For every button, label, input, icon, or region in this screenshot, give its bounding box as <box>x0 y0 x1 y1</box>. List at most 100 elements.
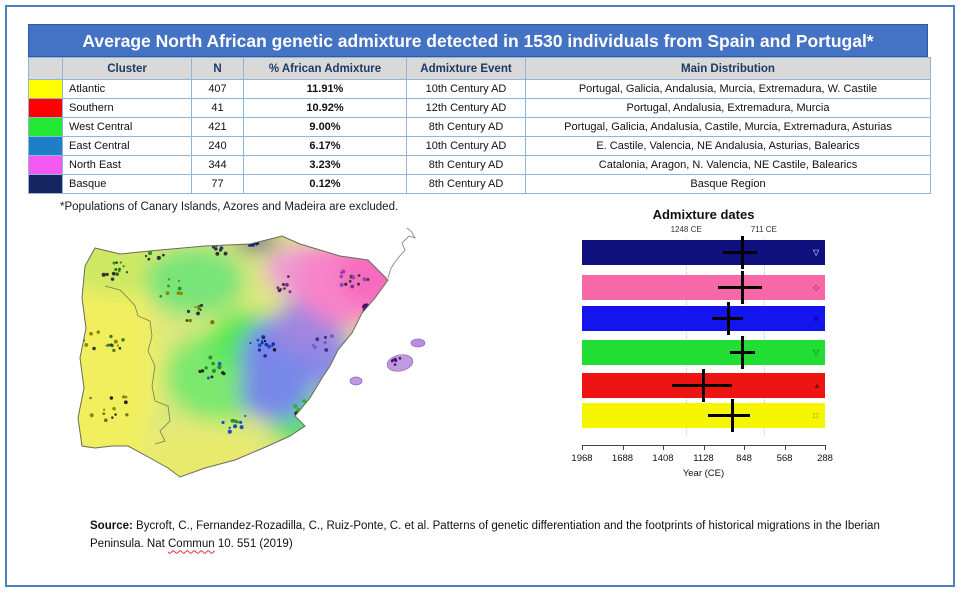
sample-dot <box>344 282 348 286</box>
sample-dot <box>341 269 346 274</box>
admixture-table: Cluster N % African Admixture Admixture … <box>28 57 931 194</box>
sample-dot <box>254 231 258 235</box>
sample-dot <box>280 442 284 447</box>
iberia-admixture-map <box>60 226 490 492</box>
sample-dot <box>279 288 282 291</box>
cell-n: 421 <box>191 117 244 137</box>
sample-dot <box>329 334 334 338</box>
sample-dot <box>323 340 327 345</box>
sample-dot <box>247 236 251 240</box>
axis-tick-label: 568 <box>776 453 793 464</box>
col-header-event: Admixture Event <box>406 57 526 80</box>
sample-dot <box>102 412 106 416</box>
sample-dot <box>124 395 128 399</box>
sample-dot <box>257 348 262 352</box>
sample-dot <box>245 237 249 241</box>
cluster-color-swatch <box>28 117 63 137</box>
sample-dot <box>110 277 115 281</box>
cell-event: 10th Century AD <box>406 136 526 156</box>
sample-dot <box>177 279 181 283</box>
sample-dot <box>299 446 304 451</box>
sample-dot <box>242 239 246 242</box>
sample-dot <box>217 365 222 370</box>
sample-dot <box>101 272 106 277</box>
sample-dot <box>117 267 121 271</box>
sample-dot <box>357 274 361 277</box>
sample-dot <box>233 424 238 429</box>
reference-line-label: 711 CE <box>750 225 777 234</box>
swatch-header-cell <box>28 57 63 80</box>
sample-dot <box>198 369 202 373</box>
sample-dot <box>362 277 367 282</box>
sample-dot <box>317 405 321 409</box>
sample-dot <box>261 335 266 340</box>
cell-cluster: West Central <box>62 117 192 137</box>
x-axis-label: Year (CE) <box>682 468 725 479</box>
sample-dot <box>144 254 148 258</box>
sample-dot <box>313 345 317 350</box>
cell-admixture: 0.12% <box>243 174 407 194</box>
sample-dot <box>366 308 370 311</box>
map-svg <box>77 227 426 478</box>
sample-dot <box>186 309 191 314</box>
sample-dot <box>159 294 163 298</box>
sample-dot <box>311 343 315 347</box>
sample-dot <box>392 358 395 362</box>
cell-n: 407 <box>191 79 244 99</box>
sample-dot <box>324 347 329 352</box>
sample-dot <box>393 363 397 366</box>
sample-dot <box>89 331 93 336</box>
sample-dot <box>154 247 157 251</box>
cluster-marker-icon: ▽ <box>813 347 820 357</box>
sample-dot <box>260 341 264 345</box>
sample-dot <box>305 404 309 408</box>
cluster-marker-icon: ◇ <box>813 282 820 292</box>
peninsula-outline <box>77 235 389 478</box>
cell-event: 8th Century AD <box>406 155 526 175</box>
sample-dot <box>239 420 243 424</box>
axis-tick <box>825 445 826 450</box>
sample-dot <box>96 330 101 334</box>
cell-distribution: Portugal, Galicia, Andalusia, Castile, M… <box>525 117 931 137</box>
sample-dot <box>105 272 109 276</box>
axis-tick-label: 1968 <box>571 453 593 464</box>
cell-admixture: 9.00% <box>243 117 407 137</box>
admixture-bar-west-central <box>582 340 825 365</box>
portugal-spain-border <box>104 285 171 445</box>
admixture-bar-atlantic <box>582 403 825 428</box>
source-citation: Source: Bycroft, C., Fernandez-Rozadilla… <box>90 517 890 554</box>
sample-dot <box>115 261 118 264</box>
reference-line <box>686 238 688 435</box>
table-row: West Central 421 9.00% 8th Century AD Po… <box>28 117 931 137</box>
table-row: Atlantic 407 11.91% 10th Century AD Port… <box>28 79 931 99</box>
table-header-row: Cluster N % African Admixture Admixture … <box>28 57 931 80</box>
sample-dot <box>264 342 268 347</box>
sample-dot <box>109 343 113 347</box>
chart-title: Admixture dates <box>652 207 755 222</box>
sample-dot <box>348 280 352 283</box>
sample-dot <box>147 251 153 256</box>
source-text-tail: 10. 551 (2019) <box>214 538 293 551</box>
cell-event: 8th Century AD <box>406 117 526 137</box>
sample-dot <box>311 405 314 408</box>
source-journal-word: Commun <box>168 538 215 551</box>
sample-dot <box>249 342 252 345</box>
balearic-islands <box>349 338 426 386</box>
cell-distribution: Basque Region <box>525 174 931 194</box>
cluster-color-swatch <box>28 98 63 118</box>
sample-dot <box>200 369 205 373</box>
sample-dot <box>112 348 116 353</box>
axis-tick <box>663 445 664 450</box>
sample-dot <box>339 282 344 287</box>
sample-dot <box>118 346 122 350</box>
sample-dot <box>125 413 129 417</box>
sample-dot <box>242 236 247 240</box>
sample-dot <box>199 308 202 311</box>
axis-tick-label: 1688 <box>611 453 634 464</box>
col-header-admixture: % African Admixture <box>243 57 407 80</box>
sample-dot <box>219 246 224 251</box>
cell-n: 240 <box>191 136 244 156</box>
sample-dot <box>276 286 280 290</box>
sample-dot <box>302 416 306 419</box>
sample-dot <box>394 359 398 362</box>
